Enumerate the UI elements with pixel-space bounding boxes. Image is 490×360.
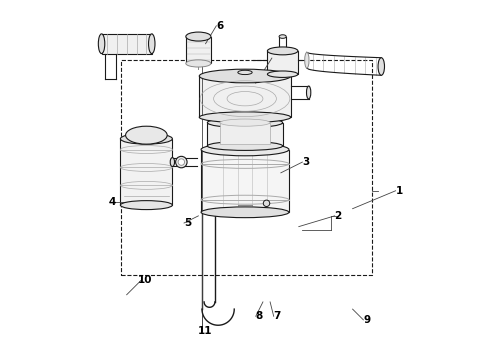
Ellipse shape (307, 86, 311, 99)
Text: 5: 5 (184, 218, 191, 228)
Ellipse shape (125, 126, 167, 144)
Ellipse shape (220, 119, 270, 126)
Text: 6: 6 (216, 21, 223, 31)
Bar (268, 51, 298, 74)
Ellipse shape (199, 112, 291, 123)
Ellipse shape (378, 58, 385, 75)
Ellipse shape (199, 69, 291, 83)
Ellipse shape (98, 34, 105, 54)
Text: 9: 9 (364, 315, 370, 325)
Ellipse shape (279, 35, 286, 39)
Ellipse shape (148, 34, 155, 54)
Text: 8: 8 (256, 311, 263, 321)
Ellipse shape (305, 52, 309, 68)
Text: 10: 10 (137, 275, 152, 285)
Text: 1: 1 (395, 186, 403, 196)
Ellipse shape (201, 207, 289, 218)
Ellipse shape (175, 156, 187, 168)
Bar (207, 123, 283, 146)
Bar (199, 76, 291, 117)
Bar (122, 60, 372, 275)
Ellipse shape (207, 141, 283, 150)
Bar (121, 139, 172, 205)
Ellipse shape (121, 134, 172, 144)
Text: 2: 2 (335, 211, 342, 221)
Bar (201, 149, 289, 212)
Text: 3: 3 (302, 157, 310, 167)
Ellipse shape (268, 47, 298, 55)
Bar (101, 34, 152, 54)
Ellipse shape (201, 143, 289, 156)
Ellipse shape (268, 71, 298, 77)
Ellipse shape (121, 201, 172, 210)
Bar (220, 123, 270, 144)
Ellipse shape (170, 158, 174, 167)
Ellipse shape (263, 200, 270, 207)
Ellipse shape (207, 118, 283, 128)
Ellipse shape (186, 32, 211, 41)
Ellipse shape (178, 159, 185, 165)
Ellipse shape (238, 70, 252, 75)
Text: 11: 11 (198, 325, 213, 336)
Text: 7: 7 (273, 311, 281, 321)
Bar (186, 37, 211, 63)
Text: 4: 4 (109, 197, 116, 207)
Ellipse shape (186, 60, 211, 67)
